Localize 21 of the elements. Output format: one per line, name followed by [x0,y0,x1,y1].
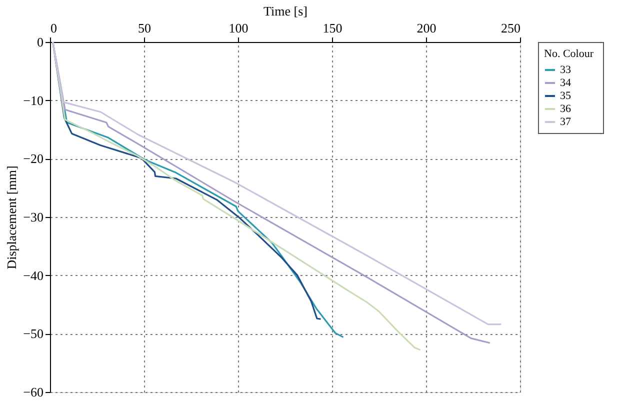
legend-label: 36 [560,103,572,115]
x-axis-title: Time [s] [264,4,308,18]
y-tick-label: −50 [23,326,44,342]
legend-title: No. Colour [544,48,594,60]
y-tick-label: −10 [23,92,44,108]
y-tick-label: −40 [23,268,44,283]
y-tick-label: −20 [23,151,44,166]
x-tick-label: 0 [50,20,57,36]
x-tick-label: 150 [322,20,342,36]
y-tick-label: −30 [23,210,44,224]
legend-label: 37 [560,116,572,128]
y-tick-label: 0 [37,34,44,50]
x-tick-label: 100 [228,20,248,36]
x-tick-label: 200 [416,20,436,36]
legend-label: 33 [560,64,572,76]
legend-label: 34 [560,77,572,89]
x-tick-label: 50 [138,20,151,36]
legend-label: 35 [560,90,572,102]
y-tick-label: −60 [23,384,44,400]
y-axis-title: Displacement [mm] [4,166,20,270]
x-tick-label: 250 [501,20,520,36]
